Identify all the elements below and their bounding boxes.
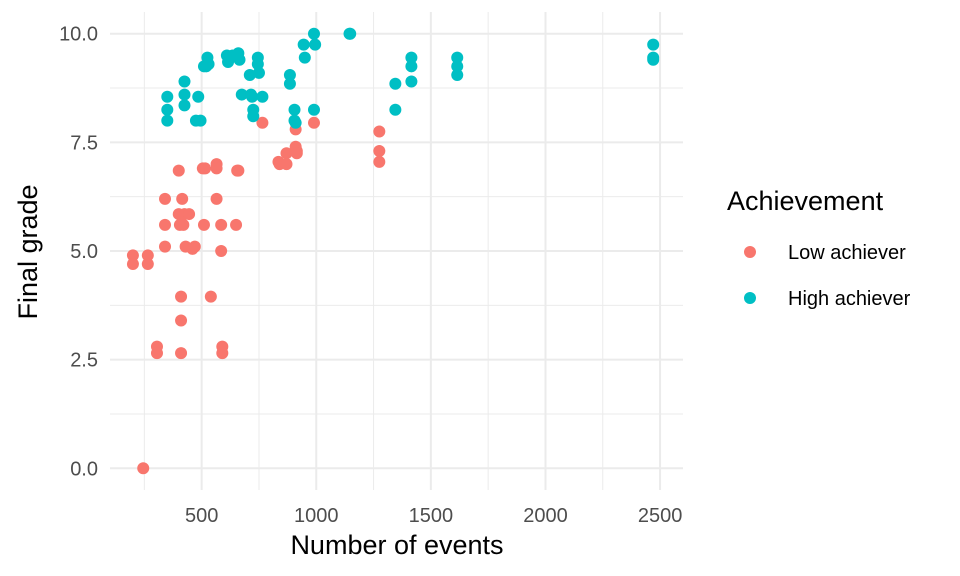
data-point-high-achiever xyxy=(252,66,265,79)
data-point-low-achiever xyxy=(373,125,386,138)
data-point-low-achiever xyxy=(215,218,228,231)
data-point-low-achiever xyxy=(290,147,303,160)
y-tick-label: 7.5 xyxy=(70,132,98,154)
data-point-low-achiever xyxy=(126,258,139,271)
data-point-high-achiever xyxy=(178,75,191,88)
data-point-low-achiever xyxy=(177,218,190,231)
x-tick-label: 500 xyxy=(185,505,218,527)
legend-key-high-achiever xyxy=(744,292,756,304)
data-point-high-achiever xyxy=(194,114,207,127)
data-point-high-achiever xyxy=(405,51,418,64)
data-point-low-achiever xyxy=(150,347,163,360)
data-point-low-achiever xyxy=(188,240,201,253)
data-point-low-achiever xyxy=(230,218,243,231)
data-point-low-achiever xyxy=(373,155,386,168)
data-point-high-achiever xyxy=(405,75,418,88)
data-point-low-achiever xyxy=(159,240,172,253)
data-point-low-achiever xyxy=(210,162,223,175)
data-point-low-achiever xyxy=(232,164,245,177)
x-tick-label: 1000 xyxy=(294,505,339,527)
data-point-high-achiever xyxy=(161,103,174,116)
data-point-low-achiever xyxy=(175,290,188,303)
x-tick-label: 1500 xyxy=(409,505,454,527)
data-point-low-achiever xyxy=(216,347,229,360)
data-points xyxy=(126,27,660,475)
data-point-high-achiever xyxy=(451,60,464,73)
tick-labels: 500 1000 1500 2000 2500 0.0 2.5 5.0 7.5 10.0 xyxy=(59,24,682,527)
legend-key-low-achiever xyxy=(744,246,756,258)
data-point-high-achiever xyxy=(298,51,311,64)
data-point-low-achiever xyxy=(307,116,320,129)
data-point-high-achiever xyxy=(307,103,320,116)
data-point-low-achiever xyxy=(126,249,139,262)
data-point-high-achiever xyxy=(178,99,191,112)
data-point-high-achiever xyxy=(256,90,269,103)
data-point-low-achiever xyxy=(172,164,185,177)
y-tick-label: 2.5 xyxy=(70,350,98,372)
data-point-low-achiever xyxy=(141,249,154,262)
data-point-low-achiever xyxy=(280,147,293,160)
data-point-high-achiever xyxy=(247,110,260,123)
data-point-low-achiever xyxy=(215,245,228,257)
data-point-high-achiever xyxy=(192,90,205,103)
y-tick-label: 0.0 xyxy=(70,458,98,480)
data-point-high-achiever xyxy=(297,38,310,51)
data-point-high-achiever xyxy=(647,38,660,51)
legend-label: Low achiever xyxy=(788,242,906,264)
data-point-low-achiever xyxy=(176,192,189,205)
y-tick-label: 5.0 xyxy=(70,241,98,263)
data-point-low-achiever xyxy=(175,347,188,360)
y-axis-title: Final grade xyxy=(13,184,43,319)
data-point-high-achiever xyxy=(246,90,259,103)
data-point-high-achiever xyxy=(405,60,418,73)
data-point-low-achiever xyxy=(141,258,154,271)
data-point-low-achiever xyxy=(256,116,269,129)
data-point-low-achiever xyxy=(159,218,172,231)
data-point-high-achiever xyxy=(233,53,246,66)
y-tick-label: 10.0 xyxy=(59,24,98,46)
legend-items: Low achiever High achiever xyxy=(744,242,911,310)
data-point-high-achiever xyxy=(235,88,248,101)
data-point-high-achiever xyxy=(289,116,302,129)
data-point-high-achiever xyxy=(389,77,402,90)
major-gridlines xyxy=(110,12,683,490)
data-point-low-achiever xyxy=(373,145,386,158)
data-point-low-achiever xyxy=(197,218,210,231)
data-point-high-achiever xyxy=(178,88,191,101)
data-point-high-achiever xyxy=(344,27,357,40)
data-point-high-achiever xyxy=(451,69,464,82)
data-point-high-achiever xyxy=(283,77,296,90)
data-point-high-achiever xyxy=(283,69,296,82)
data-point-low-achiever xyxy=(137,462,150,475)
data-point-high-achiever xyxy=(309,38,322,51)
data-point-high-achiever xyxy=(307,27,320,40)
data-point-high-achiever xyxy=(161,90,174,103)
data-point-high-achiever xyxy=(161,114,174,127)
data-point-high-achiever xyxy=(243,69,256,82)
data-point-low-achiever xyxy=(183,208,196,221)
x-tick-label: 2500 xyxy=(638,505,683,527)
data-point-low-achiever xyxy=(199,162,212,175)
data-point-low-achiever xyxy=(159,192,172,205)
data-point-low-achiever xyxy=(210,192,223,205)
x-axis-title: Number of events xyxy=(290,530,503,560)
data-point-low-achiever xyxy=(204,290,217,303)
data-point-high-achiever xyxy=(389,103,402,116)
legend: Achievement Low achiever High achiever xyxy=(727,186,911,310)
x-tick-label: 2000 xyxy=(523,505,568,527)
data-point-low-achiever xyxy=(280,158,293,171)
legend-title: Achievement xyxy=(727,186,884,216)
legend-label: High achiever xyxy=(788,288,911,310)
data-point-high-achiever xyxy=(451,51,464,64)
data-point-high-achiever xyxy=(288,103,301,116)
data-point-high-achiever xyxy=(202,58,215,71)
data-point-low-achiever xyxy=(175,314,188,327)
data-point-high-achiever xyxy=(647,53,660,66)
